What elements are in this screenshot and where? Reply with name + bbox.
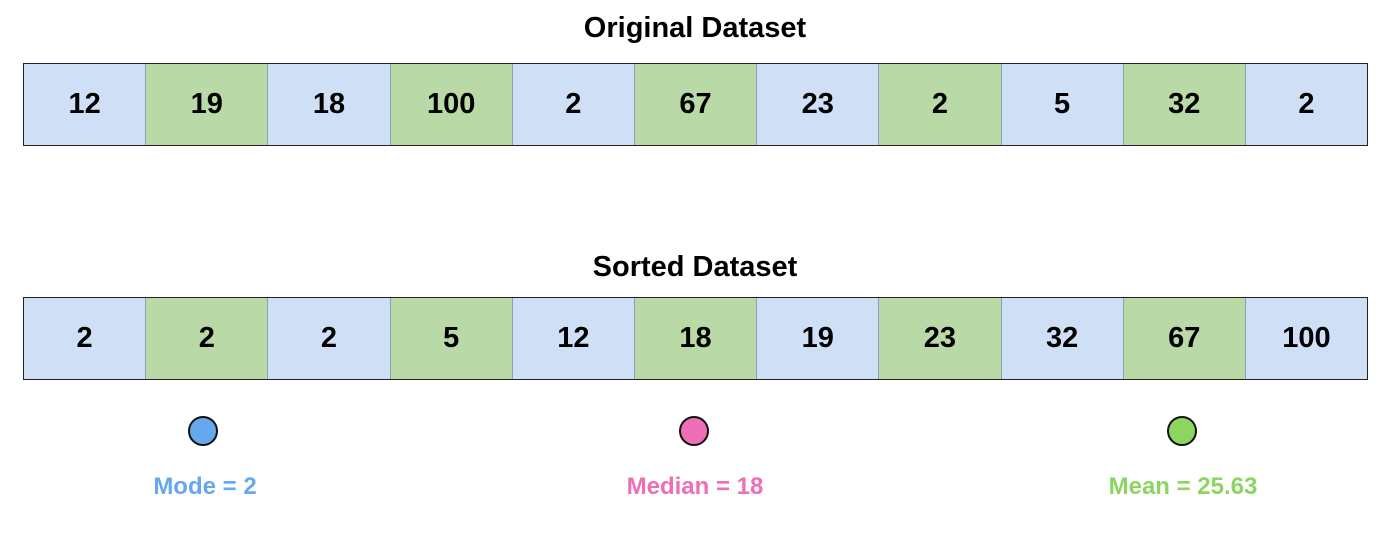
mode-marker-circle	[188, 416, 218, 446]
original-dataset-title: Original Dataset	[583, 12, 807, 44]
mode-label: Mode = 2	[153, 473, 257, 500]
original-cell: 2	[878, 64, 1001, 145]
original-dataset-row: 12 19 18 100 2 67 23 2 5 32 2	[23, 63, 1368, 146]
sorted-cell: 5	[389, 298, 512, 379]
median-marker-circle	[679, 416, 709, 446]
original-cell: 5	[1000, 64, 1123, 145]
original-cell: 12	[24, 64, 146, 145]
original-cell: 2	[1244, 64, 1368, 145]
original-cell: 23	[756, 64, 879, 145]
sorted-cell: 32	[1000, 298, 1123, 379]
sorted-cell: 100	[1244, 298, 1368, 379]
median-label: Median = 18	[626, 473, 764, 500]
sorted-dataset-row: 2 2 2 5 12 18 19 23 32 67 100	[23, 297, 1368, 380]
original-cell: 19	[145, 64, 268, 145]
sorted-cell: 2	[24, 298, 146, 379]
mean-marker-circle	[1167, 416, 1197, 446]
original-cell: 32	[1122, 64, 1245, 145]
mean-label: Mean = 25.63	[1108, 473, 1258, 500]
original-cell: 2	[511, 64, 634, 145]
sorted-cell: 23	[878, 298, 1001, 379]
original-cell: 67	[633, 64, 757, 145]
sorted-cell: 19	[756, 298, 879, 379]
original-cell: 100	[389, 64, 512, 145]
sorted-cell: 67	[1122, 298, 1245, 379]
original-cell: 18	[267, 64, 390, 145]
sorted-dataset-title: Sorted Dataset	[592, 251, 798, 283]
sorted-cell: 2	[145, 298, 268, 379]
sorted-cell: 2	[267, 298, 390, 379]
sorted-cell: 18	[633, 298, 757, 379]
sorted-cell: 12	[511, 298, 634, 379]
